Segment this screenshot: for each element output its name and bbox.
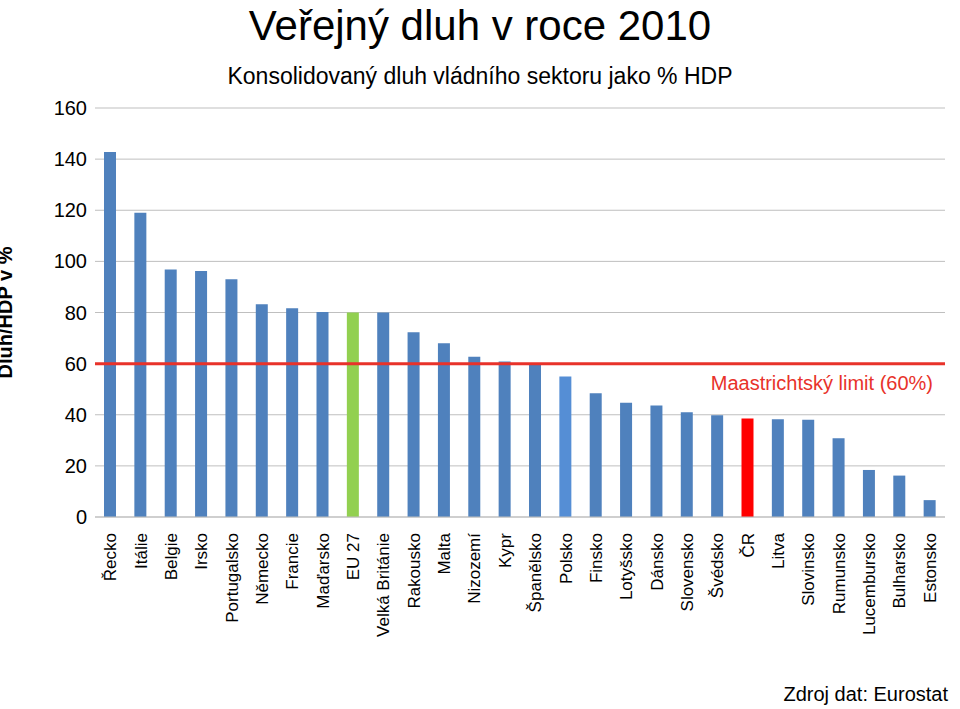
svg-text:Malta: Malta: [435, 532, 454, 574]
svg-text:0: 0: [76, 506, 87, 528]
svg-text:Španělsko: Španělsko: [526, 533, 545, 612]
svg-text:Irsko: Irsko: [192, 533, 211, 570]
svg-text:Slovinsko: Slovinsko: [799, 533, 818, 606]
svg-text:Nizozemí: Nizozemí: [465, 533, 484, 604]
svg-text:40: 40: [65, 404, 87, 426]
html-text:Veřejný dluh v roce 2010: Veřejný dluh v roce 2010: [248, 2, 712, 49]
svg-text:Itálie: Itálie: [131, 533, 150, 569]
svg-text:160: 160: [54, 97, 87, 119]
html-text:Zdroj dat: Eurostat: Zdroj dat: Eurostat: [783, 683, 948, 705]
svg-text:120: 120: [54, 199, 87, 221]
svg-text:80: 80: [65, 302, 87, 324]
svg-text:Rakousko: Rakousko: [404, 533, 423, 609]
svg-text:Slovensko: Slovensko: [677, 533, 696, 611]
svg-text:60: 60: [65, 353, 87, 375]
svg-text:Německo: Německo: [252, 533, 271, 605]
svg-text:Řecko: Řecko: [101, 533, 120, 581]
svg-text:Lotyšsko: Lotyšsko: [617, 533, 636, 600]
svg-text:Dluh/HDP v %: Dluh/HDP v %: [8, 246, 16, 378]
svg-text:Dánsko: Dánsko: [647, 533, 666, 591]
svg-text:EU 27: EU 27: [344, 533, 363, 580]
svg-text:Rumunsko: Rumunsko: [829, 533, 848, 614]
svg-text:ČR: ČR: [738, 533, 757, 558]
svg-text:140: 140: [54, 148, 87, 170]
svg-text:Maastrichtský limit (60%): Maastrichtský limit (60%): [711, 372, 933, 394]
svg-text:Maďarsko: Maďarsko: [313, 533, 332, 609]
svg-text:100: 100: [54, 250, 87, 272]
svg-text:Lucembursko: Lucembursko: [860, 533, 879, 635]
svg-text:Bulharsko: Bulharsko: [890, 533, 909, 609]
svg-text:Polsko: Polsko: [556, 533, 575, 584]
svg-text:20: 20: [65, 455, 87, 477]
svg-text:Velká Británie: Velká Británie: [374, 533, 393, 637]
svg-text:Estonsko: Estonsko: [920, 533, 939, 603]
svg-text:Litva: Litva: [769, 532, 788, 568]
svg-text:Finsko: Finsko: [586, 533, 605, 583]
svg-text:Švédsko: Švédsko: [708, 533, 727, 598]
svg-text:Kypr: Kypr: [495, 533, 514, 568]
html-text:Konsolidovaný dluh vládního se: Konsolidovaný dluh vládního sektoru jako…: [227, 63, 733, 89]
svg-text:Francie: Francie: [283, 533, 302, 590]
svg-text:Portugalsko: Portugalsko: [222, 533, 241, 623]
svg-text:Belgie: Belgie: [161, 533, 180, 580]
